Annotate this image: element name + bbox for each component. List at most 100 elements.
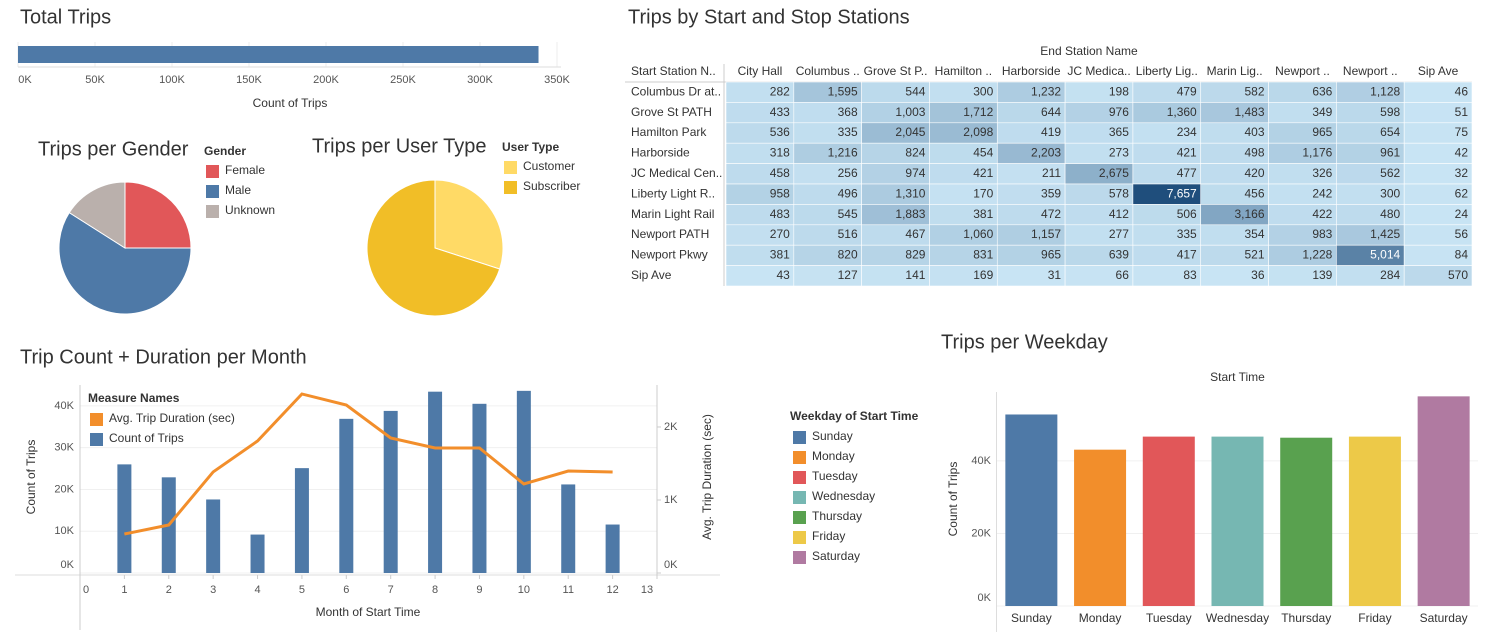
cell-label: 958 [770,186,790,200]
column-header: Sip Ave [1418,64,1459,78]
legend-swatch [793,511,806,524]
bar [206,499,221,573]
cell-label: 2,675 [1099,166,1129,180]
cell-label: 32 [1455,166,1469,180]
y-tick-label: 40K [971,455,991,467]
cell-label: 277 [1109,227,1129,241]
legend-swatch [793,451,806,464]
cell-label: 545 [838,207,858,221]
x-axis-title: Month of Start Time [316,605,421,619]
cell-label: 536 [770,125,790,139]
bar [516,390,531,573]
x-tick-label: 7 [388,584,394,596]
column-header: City Hall [738,64,783,78]
pie-slice [366,179,501,317]
row-header: Newport Pkwy [631,248,708,262]
cell-label: 458 [770,166,790,180]
cell-label: 1,176 [1302,146,1332,160]
bar [1142,436,1195,606]
row-header: Columbus Dr at.. [631,84,721,98]
cell-label: 654 [1380,125,1400,139]
cell-label: 2,098 [963,125,993,139]
cell-label: 270 [770,227,790,241]
cell-label: 2,203 [1031,146,1061,160]
column-header: Liberty Lig.. [1136,64,1198,78]
cell-label: 562 [1380,166,1400,180]
x-tick-label: Thursday [1281,611,1331,625]
x-tick-label: 0 [83,584,89,596]
legend-swatch [90,433,103,446]
cell-label: 824 [905,146,925,160]
cell-label: 1,228 [1302,248,1332,262]
cell-label: 169 [973,268,993,282]
cell-label: 284 [1380,268,1400,282]
cell-label: 644 [1041,105,1061,119]
cell-label: 211 [1042,166,1061,180]
cell-label: 1,595 [828,84,858,98]
y-header: Start Station N.. [631,64,716,78]
cell-label: 422 [1312,207,1332,221]
legend-title: Measure Names [88,391,180,405]
cell-label: 419 [1041,125,1061,139]
y-tick-label: 0K [978,592,992,604]
legend-swatch [206,205,219,218]
row-header: Grove St PATH [631,105,712,119]
cell-label: 974 [905,166,925,180]
cell-label: 365 [1109,125,1129,139]
chart-title: Trips per Gender [38,138,189,160]
column-header: Newport .. [1343,64,1398,78]
cell-label: 5,014 [1370,248,1400,262]
y-axis-title: Count of Trips [946,462,960,537]
x-tick-label: 100K [159,74,185,86]
row-header: JC Medical Cen.. [631,166,722,180]
cell-label: 1,483 [1235,105,1265,119]
row-header: Newport PATH [631,227,709,241]
x-tick-label: 200K [313,74,339,86]
x-tick-label: 3 [210,584,216,596]
cell-label: 521 [1245,248,1265,262]
cell-label: 326 [1312,166,1332,180]
x-tick-label: 6 [343,584,349,596]
pie-slice [58,211,192,315]
pie-slice [68,181,126,249]
bar [1280,437,1333,606]
legend-swatch [793,471,806,484]
legend-label: Sunday [812,429,853,443]
cell-label: 75 [1455,125,1469,139]
cell-label: 570 [1448,268,1468,282]
cell-label: 477 [1177,166,1197,180]
cell-label: 83 [1183,268,1197,282]
cell-label: 961 [1380,146,1400,160]
x-header: End Station Name [1040,44,1138,58]
cell-label: 1,060 [963,227,993,241]
y-tick-label: 10K [54,525,74,537]
cell-label: 1,128 [1370,84,1400,98]
y2-tick-label: 1K [664,494,678,506]
row-header: Harborside [631,146,690,160]
bar [561,484,576,573]
line [124,392,613,536]
cell-label: 965 [1312,125,1332,139]
cell-label: 831 [973,248,993,262]
legend-label: Male [225,183,251,197]
cell-label: 498 [1245,146,1265,160]
x-tick-label: 11 [563,584,574,596]
bar [1348,436,1401,606]
legend-label: Customer [523,159,575,173]
x-tick-label: 2 [166,584,172,596]
x-tick-label: Wednesday [1206,611,1269,625]
cell-label: 421 [1177,146,1197,160]
cell-label: 43 [776,268,790,282]
y2-tick-label: 2K [664,421,678,433]
legend-swatch [793,431,806,444]
legend-swatch [504,161,517,174]
column-header: Columbus .. [796,64,860,78]
cell-label: 141 [905,268,925,282]
x-tick-label: 150K [236,74,262,86]
cell-label: 84 [1455,248,1469,262]
legend-label: Tuesday [812,469,858,483]
column-header: Newport .. [1275,64,1330,78]
y-tick-label: 20K [971,527,991,539]
chart-title: Trips by Start and Stop Stations [628,6,910,28]
bar [1211,436,1264,606]
